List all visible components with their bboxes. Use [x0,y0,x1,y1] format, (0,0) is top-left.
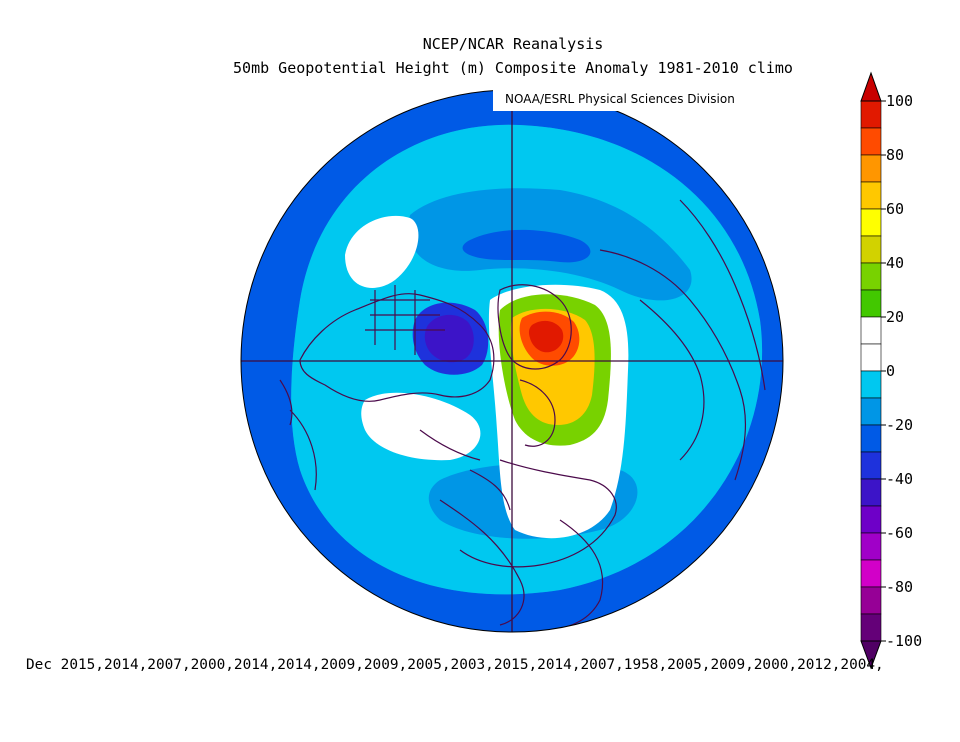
colorbar-segment [860,532,882,561]
coastlines [279,199,766,631]
map-subtitle: 50mb Geopotential Height (m) Composite A… [233,59,793,77]
colorbar-tick-label: 0 [886,362,895,380]
anomaly-plus80 [528,320,564,353]
credit-box: NOAA/ESRL Physical Sciences Division [493,89,785,111]
credit-text: NOAA/ESRL Physical Sciences Division [505,92,735,106]
colorbar-segment [860,586,882,615]
anomaly-zero-west [361,392,481,461]
anomaly-field [241,90,783,632]
colorbar-tick-label: 60 [886,200,904,218]
colorbar-segment [860,316,882,345]
colorbar-segment [860,451,882,480]
colorbar-segment [860,235,882,264]
composite-years-footer: Dec 2015,2014,2007,2000,2014,2014,2009,2… [26,657,884,673]
colorbar-tick-label: 100 [886,92,913,110]
anomaly-minus40-north [462,229,591,263]
colorbar-top-triangle [860,71,882,102]
colorbar-tick-label: 40 [886,254,904,272]
anomaly-minus60-canada [424,314,474,363]
colorbar-segment [860,613,882,642]
colorbar-segment [860,478,882,507]
colorbar-segment [860,127,882,156]
colorbar-segment [860,424,882,453]
colorbar-segment [860,343,882,372]
colorbar-tick-label: -40 [886,470,913,488]
anomaly-zero-northwest [345,215,419,288]
colorbar-segment [860,154,882,183]
colorbar-tick-label: -80 [886,578,913,596]
colorbar-bottom-triangle [860,640,882,670]
colorbar-segment [860,100,882,129]
colorbar-segment [860,181,882,210]
colorbar-segment [860,262,882,291]
map-title: NCEP/NCAR Reanalysis [422,35,604,53]
colorbar-segment [860,559,882,588]
colorbar-segment [860,397,882,426]
colorbar-segment [860,505,882,534]
colorbar-tick-label: -20 [886,416,913,434]
colorbar-tick-label: 20 [886,308,904,326]
colorbar-tick-label: 80 [886,146,904,164]
colorbar-segment [860,208,882,237]
colorbar-tick-label: -60 [886,524,913,542]
colorbar-tick-label: -100 [886,632,922,650]
colorbar-segment [860,370,882,399]
colorbar-segment [860,289,882,318]
